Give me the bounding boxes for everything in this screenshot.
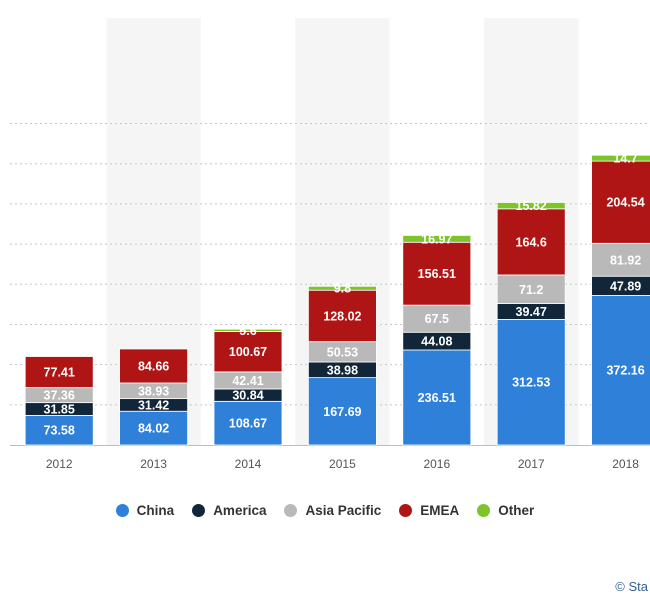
legend-label-emea: EMEA — [420, 503, 460, 518]
x-tick-label: 2014 — [235, 457, 262, 471]
bar-segment-china[interactable] — [591, 295, 650, 446]
bar-segment-asia-pacific[interactable] — [591, 242, 650, 277]
data-label: 84.02 — [138, 422, 169, 436]
bar-segment-emea[interactable] — [213, 331, 283, 373]
data-label: 81.92 — [610, 253, 641, 267]
bar-segment-other[interactable] — [307, 285, 377, 291]
x-tick-label: 2015 — [329, 457, 356, 471]
x-tick-label: 2016 — [423, 457, 450, 471]
bar-segment-emea[interactable] — [24, 356, 94, 389]
bar-segment-other[interactable] — [213, 328, 283, 332]
x-tick-label: 2017 — [518, 457, 545, 471]
data-label: 84.66 — [138, 359, 169, 373]
legend-label-asia-pacific: Asia Pacific — [305, 503, 382, 518]
bar-segment-other[interactable] — [496, 202, 566, 210]
data-label: 39.47 — [516, 305, 547, 319]
data-label: 16.97 — [421, 232, 452, 246]
bar-segment-other[interactable] — [591, 154, 650, 162]
legend-label-other: Other — [498, 503, 535, 518]
bar-segment-china[interactable] — [119, 410, 188, 446]
x-tick-label: 2018 — [612, 457, 639, 471]
legend-label-america: America — [213, 503, 267, 518]
data-label: 31.85 — [44, 403, 75, 417]
bar-segment-emea[interactable] — [496, 208, 566, 276]
x-tick-label: 2012 — [46, 457, 73, 471]
data-label: 128.02 — [323, 309, 361, 323]
source-credit[interactable]: © Sta — [615, 579, 648, 594]
data-label: 30.84 — [232, 389, 263, 403]
data-label: 204.54 — [606, 196, 644, 210]
data-label: 9.8 — [334, 282, 351, 296]
bar-segment-china[interactable] — [496, 319, 566, 446]
data-label: 372.16 — [606, 364, 644, 378]
bar-segment-china[interactable] — [24, 415, 94, 446]
data-label: 15.82 — [516, 199, 547, 213]
legend-dot-icon — [192, 504, 206, 517]
data-label: 73.58 — [44, 424, 75, 438]
legend-item-asia-pacific[interactable]: Asia Pacific — [284, 503, 381, 518]
bar-segment-china[interactable] — [402, 349, 472, 446]
legend-dot-icon — [477, 504, 491, 517]
data-label: 31.42 — [138, 398, 169, 412]
legend-dot-icon — [115, 504, 129, 517]
legend-item-america[interactable]: America — [192, 503, 266, 518]
bar-segment-emea[interactable] — [307, 289, 377, 343]
data-label: 167.69 — [323, 405, 361, 419]
data-label: 44.08 — [421, 335, 452, 349]
chart-legend: China America Asia Pacific EMEA Other — [0, 503, 650, 518]
bar-segment-emea[interactable] — [591, 160, 650, 244]
bar-segment-asia-pacific[interactable] — [402, 304, 472, 333]
data-label: 42.41 — [232, 374, 263, 388]
data-label: 5.6 — [239, 324, 256, 338]
data-label: 71.2 — [519, 283, 543, 297]
legend-item-other[interactable]: Other — [477, 503, 534, 518]
bar-segment-asia-pacific[interactable] — [496, 274, 566, 304]
legend-item-emea[interactable]: EMEA — [399, 503, 459, 518]
data-label: 47.89 — [610, 279, 641, 293]
bar-segment-other[interactable] — [402, 235, 472, 243]
legend-label-china: China — [136, 503, 175, 518]
legend-dot-icon — [284, 504, 298, 517]
data-label: 312.53 — [512, 376, 550, 390]
data-label: 100.67 — [229, 345, 267, 359]
data-label: 108.67 — [229, 417, 267, 431]
data-label: 67.5 — [425, 312, 449, 326]
data-label: 38.93 — [138, 384, 169, 398]
bar-segment-china[interactable] — [213, 400, 283, 446]
data-label: 77.41 — [44, 366, 75, 380]
data-label: 37.36 — [44, 389, 75, 403]
data-label: 156.51 — [418, 267, 456, 281]
bar-segment-china[interactable] — [307, 377, 377, 446]
x-tick-label: 2013 — [140, 457, 167, 471]
data-label: 164.6 — [516, 235, 547, 249]
legend-item-china[interactable]: China — [115, 503, 175, 518]
bar-segment-emea[interactable] — [119, 348, 188, 384]
data-label: 236.51 — [418, 391, 456, 405]
data-label: 14.7 — [613, 152, 637, 166]
bar-segment-emea[interactable] — [402, 241, 472, 306]
legend-dot-icon — [399, 504, 413, 517]
data-label: 50.53 — [327, 345, 358, 359]
data-label: 38.98 — [327, 363, 358, 377]
